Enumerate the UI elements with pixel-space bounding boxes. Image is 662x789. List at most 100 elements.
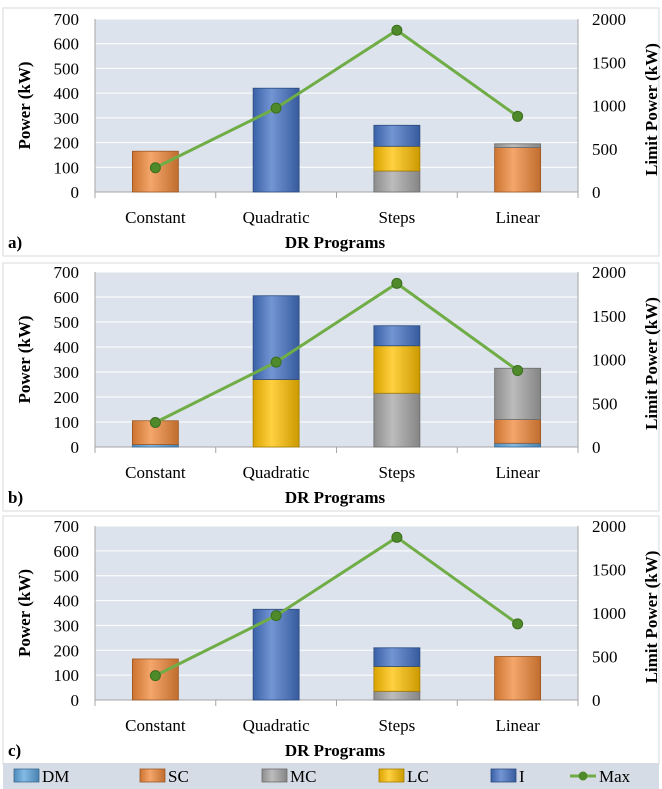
y-tick-label: 500 <box>54 59 80 78</box>
max-point <box>270 610 282 622</box>
chart-panel-2: 0 100 200 300 400 500 600 700 0 500 1000 1500 2000 Co… <box>2 262 661 512</box>
max-point <box>270 356 282 368</box>
legend-swatch <box>13 768 40 783</box>
bar-i <box>373 325 421 347</box>
y-tick-label: 200 <box>54 134 80 153</box>
max-point <box>149 417 161 428</box>
x-category-label: Quadratic <box>243 208 310 227</box>
y2-tick-label: 0 <box>592 691 601 710</box>
y-tick-label: 600 <box>54 542 80 561</box>
y-tick-label: 100 <box>54 158 80 177</box>
legend-label: DM <box>42 767 69 786</box>
max-point <box>512 364 524 376</box>
max-point <box>391 531 403 543</box>
y-tick-label: 300 <box>54 363 80 382</box>
x-category-label: Steps <box>378 463 415 482</box>
max-point <box>391 24 403 36</box>
y2-tick-label: 500 <box>592 140 618 159</box>
y-tick-label: 600 <box>54 288 80 307</box>
y-tick-label: 0 <box>71 438 80 457</box>
y-tick-label: 500 <box>54 313 80 332</box>
y-tick-label: 400 <box>54 338 80 357</box>
x-category-label: Linear <box>495 463 540 482</box>
bar-dm <box>494 442 542 448</box>
y-tick-label: 200 <box>54 388 80 407</box>
x-axis-title: DR Programs <box>285 233 386 252</box>
bar-mc <box>373 170 421 193</box>
max-point <box>149 670 161 682</box>
y2-tick-label: 2000 <box>592 517 626 536</box>
x-category-label: Steps <box>378 208 415 227</box>
y2-tick-label: 1000 <box>592 351 626 370</box>
y2-tick-label: 1000 <box>592 604 626 623</box>
y2-tick-label: 500 <box>592 394 618 413</box>
y2-tick-label: 0 <box>592 183 601 202</box>
bar-lc <box>373 666 421 692</box>
x-axis-title: DR Programs <box>285 488 386 507</box>
y-axis-title: Power (kW) <box>15 569 34 657</box>
y-tick-label: 300 <box>54 109 80 128</box>
series-line-max <box>154 535 519 677</box>
y-axis-title: Power (kW) <box>15 62 34 150</box>
legend-label: SC <box>168 767 189 786</box>
bar-i <box>373 124 421 147</box>
y2-tick-label: 2000 <box>592 263 626 282</box>
y-tick-label: 0 <box>71 183 80 202</box>
y2-tick-label: 2000 <box>592 10 626 29</box>
legend-label: Max <box>599 767 631 786</box>
y2-axis-title: Limit Power (kW) <box>642 551 661 684</box>
legend-swatch <box>378 768 405 783</box>
legend-label: LC <box>407 767 429 786</box>
y2-tick-label: 500 <box>592 648 618 667</box>
max-point <box>149 162 161 174</box>
y2-tick-label: 1500 <box>592 307 626 326</box>
y-tick-label: 300 <box>54 616 80 635</box>
legend-swatch-marker <box>578 771 588 781</box>
y-tick-label: 500 <box>54 567 80 586</box>
x-category-label: Quadratic <box>243 716 310 735</box>
x-category-label: Constant <box>125 463 186 482</box>
legend-item-mc: MC <box>261 767 316 786</box>
x-category-label: Linear <box>495 716 540 735</box>
chart-panel-3: 0 100 200 300 400 500 600 700 0 500 1000 1500 2000 Co… <box>2 515 661 765</box>
y-tick-label: 100 <box>54 413 80 432</box>
bar-i <box>373 647 421 667</box>
y-tick-label: 400 <box>54 84 80 103</box>
y-tick-label: 700 <box>54 517 80 536</box>
max-point <box>512 618 524 630</box>
bar-mc <box>373 392 421 448</box>
legend-item-sc: SC <box>139 767 189 786</box>
x-category-label: Constant <box>125 208 186 227</box>
y-axis-title: Power (kW) <box>15 316 34 404</box>
y-tick-label: 700 <box>54 263 80 282</box>
bar-sc <box>494 656 542 701</box>
y2-axis-title: Limit Power (kW) <box>642 297 661 430</box>
legend-swatch <box>139 768 166 783</box>
y2-tick-label: 0 <box>592 438 601 457</box>
y-tick-label: 400 <box>54 592 80 611</box>
y-tick-label: 200 <box>54 641 80 660</box>
panel-label: a) <box>8 233 22 252</box>
y2-tick-label: 1500 <box>592 53 626 72</box>
y2-tick-label: 1000 <box>592 97 626 116</box>
max-point <box>270 102 282 114</box>
legend-swatch <box>261 768 288 783</box>
bar-lc <box>373 345 421 394</box>
y-tick-label: 0 <box>71 691 80 710</box>
series-line-max <box>154 281 519 424</box>
legend-label: MC <box>290 767 316 786</box>
bar-sc <box>494 419 542 444</box>
max-point <box>391 277 403 289</box>
bar-mc <box>494 367 542 420</box>
legend-item-max: Max <box>570 767 631 786</box>
legend-label: I <box>519 767 525 786</box>
legend-swatch <box>490 768 517 783</box>
y2-axis-title: Limit Power (kW) <box>642 43 661 176</box>
legend-item-i: I <box>490 767 525 786</box>
max-point <box>512 110 524 122</box>
panel-label: c) <box>8 741 21 760</box>
chart-panel-1: 0 100 200 300 400 500 600 700 0 500 1000 1500 2000 Co… <box>2 7 661 257</box>
y-tick-label: 700 <box>54 10 80 29</box>
